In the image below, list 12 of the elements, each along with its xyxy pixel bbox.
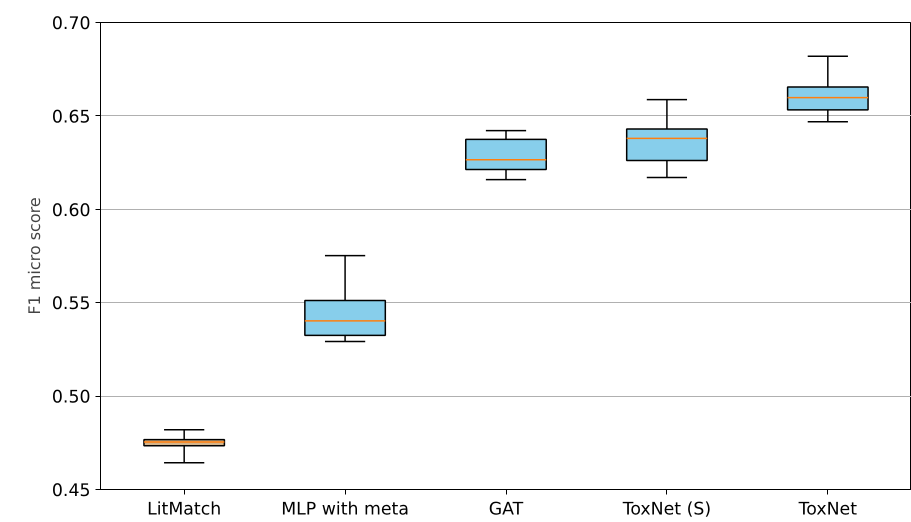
x-tick-label: GAT — [488, 500, 524, 520]
y-tick-label: 0.45 — [52, 481, 91, 501]
y-tick-label: 0.65 — [52, 107, 91, 128]
y-tick-label: 0.60 — [52, 200, 91, 221]
y-tick-label: 0.70 — [52, 14, 91, 34]
y-tick-label: 0.55 — [52, 294, 91, 314]
x-tick-label: LitMatch — [147, 500, 222, 520]
y-tick-label: 0.50 — [52, 388, 91, 408]
y-axis-title: F1 micro score — [24, 197, 44, 315]
x-tick-label: MLP with meta — [281, 500, 409, 520]
x-tick-label: ToxNet — [798, 500, 858, 520]
x-tick-label: ToxNet (S) — [622, 500, 712, 520]
